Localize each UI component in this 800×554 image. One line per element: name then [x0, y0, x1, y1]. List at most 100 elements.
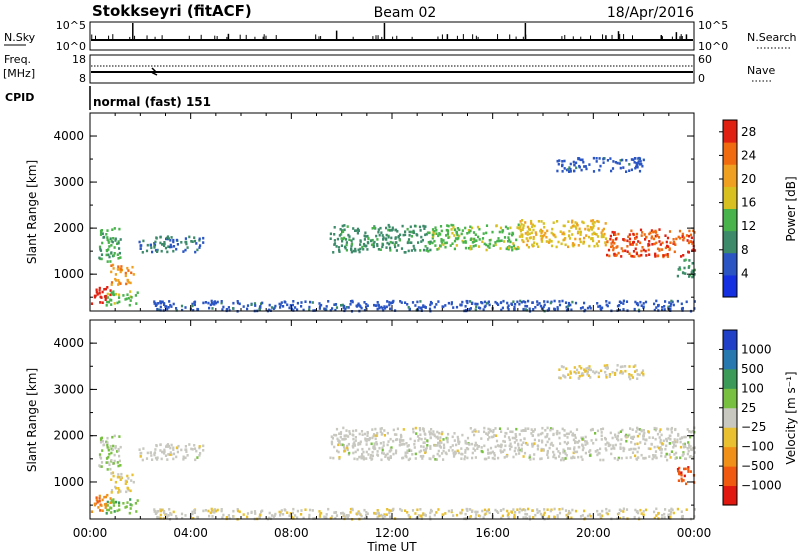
velocity-cell [354, 439, 357, 442]
velocity-cell [341, 511, 344, 515]
power-cell [572, 160, 575, 164]
power-cell [408, 230, 411, 234]
velocity-cell [592, 442, 595, 445]
velocity-cell [352, 451, 355, 455]
power-cell [511, 231, 514, 235]
velocity-cell [506, 509, 509, 513]
velocity-cell [539, 512, 542, 516]
velocity-cell [461, 433, 464, 437]
power-cell [279, 306, 282, 309]
power-cell [424, 225, 427, 228]
velocity-cell [361, 447, 364, 451]
power-cell [232, 301, 235, 305]
velocity-cell [616, 512, 620, 516]
power-cell [540, 307, 544, 310]
power-cell [453, 234, 456, 237]
velocity-cell [194, 458, 197, 462]
power-cell [563, 159, 566, 163]
power-cell [99, 301, 102, 304]
power-cell [129, 290, 132, 293]
velocity-cell [665, 444, 668, 448]
velocity-cell [129, 507, 132, 510]
velocity-cell [523, 437, 526, 440]
power-cell [377, 230, 380, 234]
velocity-cell [524, 427, 527, 430]
velocity-cell [500, 443, 503, 447]
velocity-cell [374, 434, 377, 437]
velocity-cell [632, 447, 635, 451]
velocity-cell [497, 444, 500, 448]
power-cell [356, 303, 359, 307]
velocity-cell [439, 439, 442, 443]
velocity-cell [558, 368, 561, 371]
velocity-cell [375, 512, 378, 515]
power-cell [441, 305, 444, 308]
velocity-cell [656, 445, 659, 449]
power-cell [115, 292, 118, 296]
velocity-cell [95, 496, 98, 499]
velocity-cell [351, 444, 354, 448]
velocity-cell [677, 479, 680, 482]
power-cell [651, 243, 654, 246]
power-cell [358, 304, 361, 307]
velocity-cell [383, 429, 386, 432]
velocity-cell [510, 510, 513, 513]
power-cell [614, 233, 617, 236]
velocity-cell [365, 457, 368, 460]
power-cell [593, 244, 596, 248]
freq-left-label-2: [MHz] [3, 67, 35, 80]
velocity-cell [268, 511, 271, 515]
velocity-cell [533, 428, 536, 431]
power-cell [485, 248, 488, 252]
power-cell [472, 244, 475, 248]
velocity-cell [338, 432, 341, 435]
power-cell [634, 300, 637, 304]
velocity-cell [389, 437, 392, 441]
velocity-cell [113, 459, 116, 463]
power-cell [528, 307, 531, 311]
power-cell [159, 300, 162, 303]
velocity-cell [202, 444, 205, 448]
power-cell [488, 303, 491, 307]
velocity-cell [324, 516, 327, 519]
power-cell [522, 240, 525, 244]
power-ytick-label: 3000 [53, 175, 84, 189]
velocity-cell [491, 456, 494, 460]
power-cell [377, 304, 380, 307]
power-cell [630, 229, 633, 233]
velocity-cell [345, 434, 348, 437]
power-cell [612, 160, 615, 163]
power-cell [614, 237, 618, 241]
velocity-cell [362, 450, 365, 454]
velocity-cell [279, 514, 282, 517]
velocity-cell [647, 430, 650, 433]
power-cell [628, 252, 631, 255]
velocity-cell [335, 427, 339, 431]
velocity-cell [673, 453, 676, 456]
power-cell [649, 231, 652, 235]
power-cell [609, 157, 612, 160]
station-title: Stokkseyri (fitACF) [92, 2, 252, 20]
velocity-cell [411, 509, 415, 512]
power-cell [396, 230, 399, 233]
power-cell [507, 239, 510, 243]
velocity-cell [339, 432, 342, 435]
velocity-colorbar-tick: −25 [741, 420, 766, 434]
velocity-cell [480, 446, 483, 449]
velocity-cell [127, 488, 130, 492]
power-cell [380, 231, 383, 234]
power-cell [334, 308, 337, 312]
power-cell [400, 301, 403, 304]
velocity-cell [489, 446, 493, 450]
velocity-cell [163, 448, 166, 452]
power-cell [110, 264, 113, 267]
velocity-cell [487, 438, 490, 441]
velocity-cell [107, 461, 110, 464]
power-cell [638, 156, 641, 160]
velocity-cell [236, 509, 240, 513]
velocity-cell [437, 441, 440, 445]
velocity-cell [606, 366, 609, 370]
velocity-cell [386, 431, 389, 435]
power-cell [628, 169, 631, 172]
velocity-cell [386, 452, 389, 456]
